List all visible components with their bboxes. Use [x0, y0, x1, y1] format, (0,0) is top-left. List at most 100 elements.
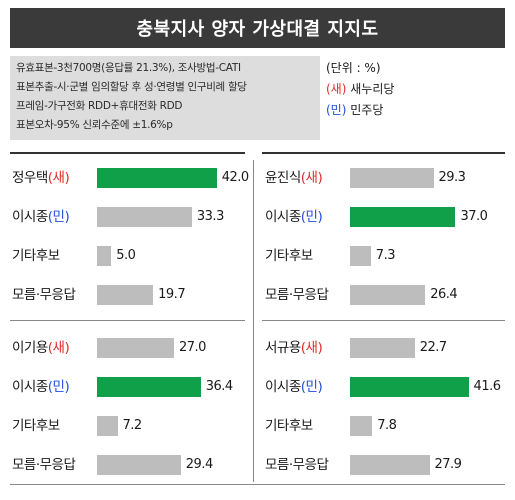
candidate-name: 서규용: [265, 340, 301, 356]
legend-saenuri: (새) 새누리당: [326, 79, 394, 100]
bar-row-other-candidates: 기타후보 5.0: [12, 246, 252, 266]
bar-row-candidate-b: 이시종(민) 37.0: [265, 207, 505, 227]
bar: [350, 416, 373, 436]
bar-row-candidate-a: 서규용(새) 22.7: [265, 338, 505, 358]
bar-label: 모름·무응답: [265, 455, 329, 475]
bar-label: 정우택(새): [12, 168, 70, 188]
info-line-frame: 프레임-가구전화 RDD+휴대전화 RDD: [16, 100, 183, 112]
legend-saenuri-name: 새누리당: [350, 82, 395, 96]
bar: [97, 207, 192, 227]
bar-value-label: 7.2: [122, 418, 143, 433]
party-code: (민): [47, 209, 70, 225]
chart-panel-lee-ki-yong: 이기용(새) 27.0 이시종(민) 36.4 기타후보 7.2 모름·무응답 29.4: [12, 338, 252, 488]
party-code: (새): [47, 170, 70, 186]
bar-label: 이시종(민): [12, 207, 70, 227]
bar-label: 모름·무응답: [265, 285, 329, 305]
candidate-name: 정우택: [12, 170, 48, 186]
bar: [97, 416, 118, 436]
candidate-name: 기타후보: [265, 418, 313, 434]
bar-label: 이시종(민): [265, 377, 323, 397]
bar-value-label: 27.9: [434, 457, 462, 472]
bar-value-label: 19.7: [158, 287, 186, 302]
party-code: (민): [300, 379, 323, 395]
bar: [97, 285, 154, 305]
bar-row-other-candidates: 기타후보 7.3: [265, 246, 505, 266]
info-line-error: 표본오차-95% 신뢰수준에 ±1.6%p: [16, 119, 173, 131]
divider-bottom: [10, 484, 505, 485]
chart-panel-seo-kyu-yong: 서규용(새) 22.7 이시종(민) 41.6 기타후보 7.8 모름·무응답 27.9: [265, 338, 505, 488]
bar: [350, 377, 469, 397]
bar: [350, 285, 426, 305]
candidate-name: 모름·무응답: [12, 287, 76, 303]
candidate-name: 모름·무응답: [265, 287, 329, 303]
bar-row-candidate-b: 이시종(민) 36.4: [12, 377, 252, 397]
candidate-name: 기타후보: [12, 248, 60, 264]
chart-panel-yoon-jin-sik: 윤진식(새) 29.3 이시종(민) 37.0 기타후보 7.3 모름·무응답 26.4: [265, 168, 505, 318]
bar-row-candidate-b: 이시종(민) 41.6: [265, 377, 505, 397]
divider-top-left: [10, 152, 245, 154]
bar-label: 기타후보: [12, 246, 60, 266]
legend-minju-code: (민): [326, 103, 347, 117]
bar-row-undecided: 모름·무응답 29.4: [12, 455, 252, 475]
candidate-name: 모름·무응답: [12, 457, 76, 473]
bar-label: 이시종(민): [12, 377, 70, 397]
survey-info-box: 유효표본-3천700명(응답률 21.3%), 조사방법-CATI 표본추출-시…: [10, 56, 320, 140]
candidate-name: 이시종: [12, 379, 48, 395]
bar-row-candidate-a: 정우택(새) 42.0: [12, 168, 252, 188]
party-code: (민): [300, 209, 323, 225]
candidate-name: 기타후보: [12, 418, 60, 434]
divider-top-right: [262, 152, 505, 154]
bar-row-undecided: 모름·무응답 27.9: [265, 455, 505, 475]
chart-panel-jung-woo-taek: 정우택(새) 42.0 이시종(민) 33.3 기타후보 5.0 모름·무응답 19.7: [12, 168, 252, 318]
bar-value-label: 26.4: [430, 287, 458, 302]
page-title: 충북지사 양자 가상대결 지지도: [136, 19, 379, 40]
legend: (단위 : %) (새) 새누리당 (민) 민주당: [326, 58, 394, 121]
bar: [350, 168, 434, 188]
bar-value-label: 42.0: [221, 170, 249, 185]
divider-mid-right: [262, 320, 505, 321]
bar-value-label: 29.4: [185, 457, 213, 472]
candidate-name: 기타후보: [265, 248, 313, 264]
bar: [97, 168, 217, 188]
bar-row-undecided: 모름·무응답 26.4: [265, 285, 505, 305]
bar-label: 기타후보: [12, 416, 60, 436]
bar-row-candidate-b: 이시종(민) 33.3: [12, 207, 252, 227]
candidate-name: 이시종: [12, 209, 48, 225]
bar-label: 이시종(민): [265, 207, 323, 227]
bar-value-label: 29.3: [438, 170, 466, 185]
bar-value-label: 7.8: [377, 418, 397, 433]
bar-row-other-candidates: 기타후보 7.8: [265, 416, 505, 436]
bar: [97, 377, 201, 397]
bar-row-other-candidates: 기타후보 7.2: [12, 416, 252, 436]
bar-row-undecided: 모름·무응답 19.7: [12, 285, 252, 305]
bar: [350, 338, 415, 358]
bar-row-candidate-a: 윤진식(새) 29.3: [265, 168, 505, 188]
bar-label: 이기용(새): [12, 338, 70, 358]
bar-label: 모름·무응답: [12, 285, 76, 305]
legend-minju: (민) 민주당: [326, 100, 394, 121]
party-code: (새): [300, 340, 323, 356]
divider-vertical: [253, 160, 254, 482]
candidate-name: 윤진식: [265, 170, 301, 186]
candidate-name: 이시종: [265, 379, 301, 395]
bar-label: 기타후보: [265, 416, 313, 436]
legend-saenuri-code: (새): [326, 82, 347, 96]
bar-value-label: 36.4: [205, 379, 233, 394]
bar-label: 서규용(새): [265, 338, 323, 358]
bar: [350, 246, 371, 266]
bar-label: 기타후보: [265, 246, 313, 266]
info-line-sample: 유효표본-3천700명(응답률 21.3%), 조사방법-CATI: [16, 62, 241, 74]
candidate-name: 이기용: [12, 340, 48, 356]
legend-minju-name: 민주당: [350, 103, 384, 117]
bar-value-label: 7.3: [375, 248, 396, 263]
bar-value-label: 27.0: [178, 340, 206, 355]
bar: [97, 338, 174, 358]
bar-value-label: 33.3: [196, 209, 224, 224]
candidate-name: 이시종: [265, 209, 301, 225]
bar-label: 윤진식(새): [265, 168, 323, 188]
bar-value-label: 22.7: [419, 340, 447, 355]
bar: [350, 455, 430, 475]
party-code: (민): [47, 379, 70, 395]
bar-row-candidate-a: 이기용(새) 27.0: [12, 338, 252, 358]
info-line-sampling: 표본추출-시·군별 임의할당 후 성·연령별 인구비례 할당: [16, 81, 247, 93]
